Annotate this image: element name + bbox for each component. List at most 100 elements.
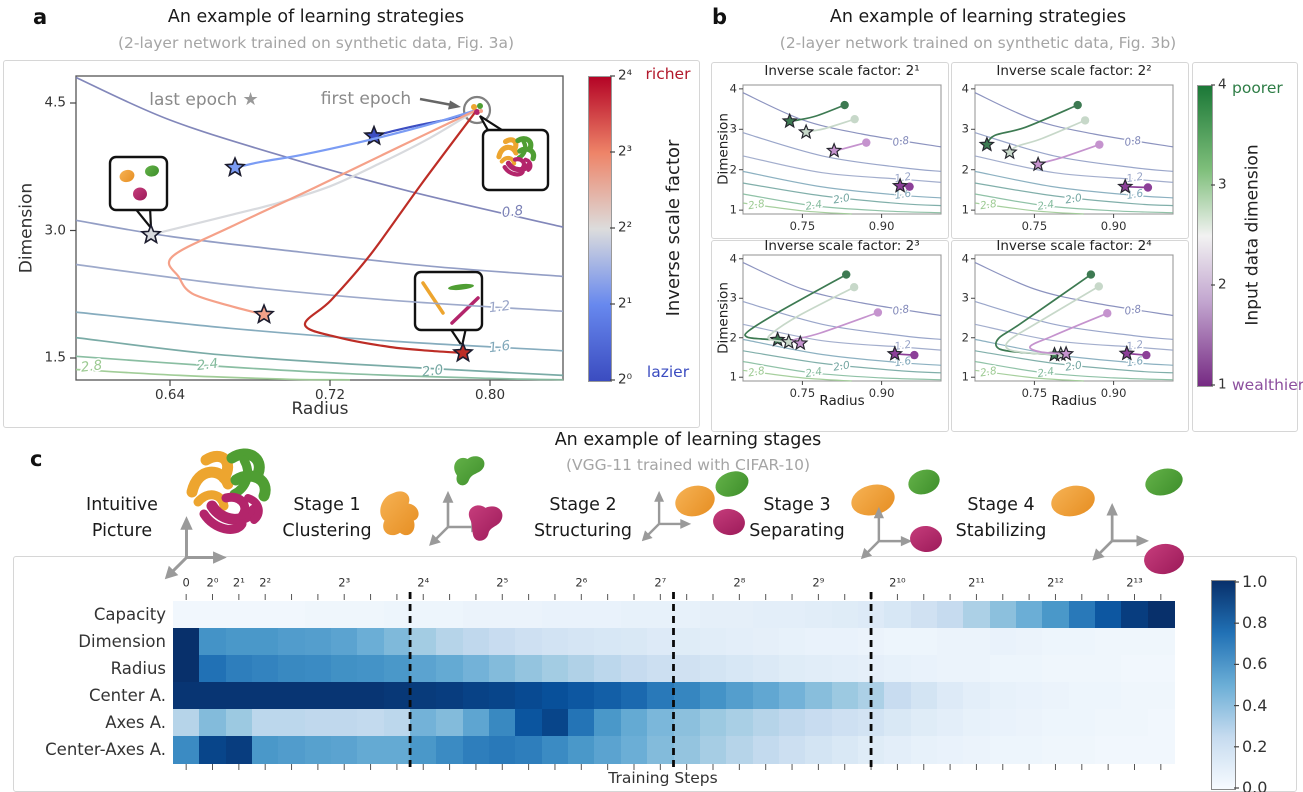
- heatmap-row-label: Center-Axes A.: [45, 739, 166, 759]
- heatmap-cell: [1094, 628, 1122, 656]
- heatmap-cell: [173, 682, 200, 710]
- heatmap-cell: [1015, 709, 1043, 737]
- panel-b-subplot1-card: [711, 62, 949, 239]
- heatmap-cell: [1094, 655, 1122, 683]
- heatmap-cell: [173, 628, 200, 656]
- heatmap-cell: [252, 736, 279, 764]
- heatmap-cell: [541, 709, 569, 737]
- heatmap-cell: [647, 655, 675, 683]
- panel-b-ytick: 1: [729, 202, 737, 217]
- heatmap-cell: [252, 655, 279, 683]
- heatmap-col-tick: 0: [182, 575, 190, 590]
- heatmap-cell: [752, 709, 780, 737]
- heatmap-cell: [304, 655, 332, 683]
- heatmap-cell: [541, 682, 569, 710]
- panel-b-ytick: 2: [961, 330, 969, 345]
- panel-a-xtick: 0.72: [314, 387, 346, 403]
- stage-line1: Stage 3: [763, 495, 831, 515]
- heatmap-cell: [410, 601, 438, 629]
- heatmap-cell: [357, 628, 385, 656]
- heatmap-cell: [620, 601, 648, 629]
- heatmap-cell: [620, 709, 648, 737]
- heatmap-col-tick: 2¹⁰: [889, 575, 906, 590]
- heatmap-cell: [199, 628, 227, 656]
- panel-a-ytick: 4.5: [44, 94, 66, 111]
- heatmap-cell: [726, 655, 754, 683]
- heatmap-cell: [857, 709, 885, 737]
- heatmap-cell: [647, 736, 675, 764]
- subplot4-title: Inverse scale factor: 2⁴: [996, 238, 1152, 254]
- panel-b-ytick: 4: [729, 251, 737, 266]
- heatmap-cell: [304, 736, 332, 764]
- heatmap-cell: [410, 682, 438, 710]
- heatmap-cell: [568, 736, 596, 764]
- heatmap-cell: [515, 601, 543, 629]
- panel-b-ytick: 3: [729, 290, 737, 305]
- heatmap-cell: [936, 736, 964, 764]
- heatmap-cell: [173, 709, 200, 737]
- heatmap-cell: [436, 736, 464, 764]
- heatmap-cell: [963, 655, 991, 683]
- axes-icon: [1092, 504, 1148, 561]
- heatmap-cell: [831, 682, 859, 710]
- colorbar-b-tick: 4: [1218, 76, 1227, 93]
- heatmap-cell: [1042, 628, 1070, 656]
- stage-label-2-structuring: Stage 2 Structuring: [534, 492, 632, 544]
- heatmap-row-label: Center A.: [88, 685, 166, 705]
- heatmap-cell: [910, 601, 938, 629]
- heatmap-col-tick: 2³: [338, 575, 351, 590]
- heatmap-cell: [857, 628, 885, 656]
- heatmap-cell: [489, 736, 517, 764]
- panel-a-xtick: 0.64: [154, 387, 186, 403]
- heatmap-cell: [1147, 628, 1175, 656]
- panel-b-xtick: 0.90: [1100, 219, 1127, 233]
- heatmap-cell: [357, 655, 385, 683]
- heatmap-cell: [884, 709, 912, 737]
- panel-a-xtick: 0.80: [474, 387, 506, 403]
- stage-line2: Picture: [91, 521, 153, 541]
- panel-c-letter: c: [30, 447, 43, 471]
- heatmap-cell: [989, 601, 1017, 629]
- colorbar-a-tick: 2⁰: [618, 371, 633, 388]
- stage-line2: Stabilizing: [955, 521, 1047, 541]
- panel-b-title: An example of learning strategies: [829, 7, 1127, 27]
- heatmap-col-tick: 2⁸: [733, 575, 746, 590]
- heatmap-cell: [357, 736, 385, 764]
- panel-a-letter: a: [33, 5, 48, 29]
- heatmap-cell: [857, 655, 885, 683]
- panel-a-subtitle: (2-layer network trained on synthetic da…: [117, 34, 515, 52]
- panel-a-ytick: 3.0: [44, 222, 66, 239]
- heatmap-cell: [252, 682, 279, 710]
- panel-b-ytick: 2: [729, 330, 737, 345]
- heatmap-cell: [936, 628, 964, 656]
- heatmap-cell: [489, 682, 517, 710]
- heatmap-cell: [594, 682, 622, 710]
- heatmap-cell: [489, 655, 517, 683]
- heatmap-cell: [278, 601, 306, 629]
- heatmap-cell: [910, 682, 938, 710]
- heatmap-cell: [1042, 655, 1070, 683]
- heatmap-cell: [436, 682, 464, 710]
- heatmap-cell: [462, 709, 490, 737]
- heatmap-cell: [1068, 736, 1096, 764]
- stage-line2: Clustering: [282, 521, 372, 541]
- heatmap-cell: [568, 655, 596, 683]
- heatmap-cell: [910, 709, 938, 737]
- heatmap-cell: [199, 736, 227, 764]
- heatmap-cell: [278, 709, 306, 737]
- heatmap-cell: [383, 709, 411, 737]
- heatmap-cell: [199, 601, 227, 629]
- heatmap-cell: [647, 709, 675, 737]
- heatmap-cell: [225, 682, 253, 710]
- heatmap-cell: [752, 628, 780, 656]
- colorbar-b-tick: 1: [1218, 376, 1227, 393]
- panel-b-ytick: 3: [961, 290, 969, 305]
- heatmap-cell: [726, 709, 754, 737]
- heatmap-cell: [831, 655, 859, 683]
- heatmap-cell: [1042, 601, 1070, 629]
- heatmap-cell: [568, 682, 596, 710]
- stage-line1: Intuitive: [86, 495, 158, 515]
- heatmap-cell: [699, 601, 727, 629]
- heatmap-cell: [884, 601, 912, 629]
- heatmap-cell: [410, 709, 438, 737]
